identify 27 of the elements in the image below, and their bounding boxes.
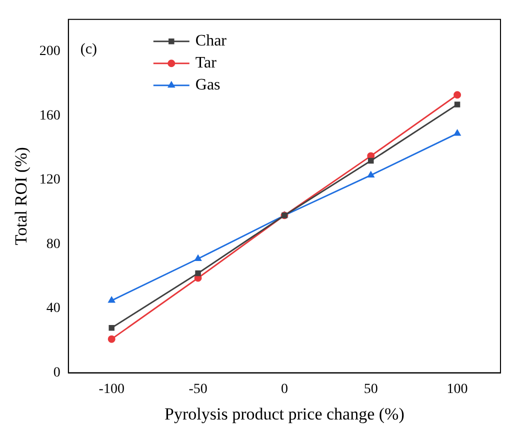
x-tick-label: -100	[98, 382, 124, 397]
point	[108, 296, 115, 303]
y-tick-label: 0	[53, 365, 60, 380]
annotation: (c)	[80, 41, 98, 58]
point	[194, 255, 202, 261]
legend-label: Gas	[195, 76, 220, 94]
point	[195, 270, 201, 276]
point	[368, 158, 374, 164]
y-tick-label: 40	[46, 301, 60, 316]
legend-label: Tar	[195, 54, 218, 72]
x-tick-label: 0	[280, 382, 288, 397]
point	[454, 130, 461, 136]
x-tick-label: -50	[188, 382, 208, 397]
y-tick-label: 80	[46, 236, 60, 252]
legend-label: Char	[195, 32, 228, 50]
point	[108, 335, 116, 343]
x-tick-label: 100	[446, 382, 468, 397]
point	[108, 324, 114, 331]
y-tick-label: 120	[39, 172, 60, 188]
point	[454, 102, 460, 108]
x-axis-title: Pyrolysis product price change (%)	[164, 404, 404, 424]
y-tick-label: 200	[39, 44, 60, 60]
point	[368, 171, 374, 178]
point	[454, 91, 462, 99]
y-axis-title: Total ROI (%)	[12, 147, 31, 246]
x-tick-label: 50	[364, 382, 378, 397]
y-tick-label: 160	[39, 108, 60, 124]
